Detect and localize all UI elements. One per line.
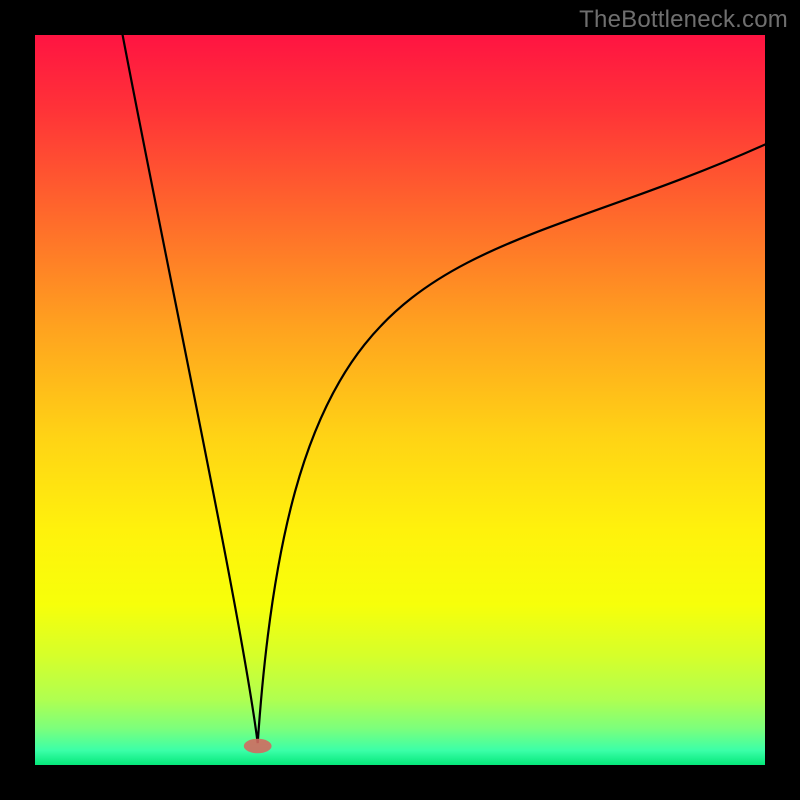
- watermark-text: TheBottleneck.com: [579, 6, 788, 34]
- plot-area: [35, 35, 765, 765]
- chart-svg: [35, 35, 765, 765]
- chart-frame: TheBottleneck.com: [0, 0, 800, 800]
- optimal-point-marker: [244, 739, 272, 754]
